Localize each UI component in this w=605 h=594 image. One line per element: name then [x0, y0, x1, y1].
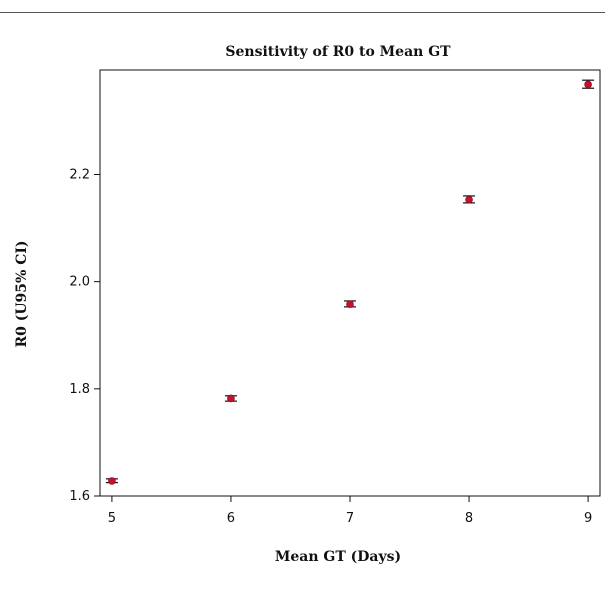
- y-tick-label: 1.8: [69, 382, 90, 397]
- y-tick-label: 1.6: [69, 489, 90, 504]
- x-tick-label: 8: [465, 511, 473, 526]
- data-point: [346, 300, 354, 308]
- chart-title: Sensitivity of R0 to Mean GT: [225, 44, 451, 60]
- data-point-group: [224, 394, 237, 403]
- x-tick-label: 6: [227, 511, 235, 526]
- data-point: [227, 394, 235, 403]
- data-point-group: [344, 300, 356, 308]
- y-tick-label: 2.0: [69, 275, 90, 290]
- data-point: [465, 195, 473, 204]
- top-divider: [0, 12, 605, 13]
- x-axis: 5 6 7 8 9: [108, 496, 592, 526]
- data-point-group: [582, 79, 595, 89]
- data-point-group: [463, 195, 476, 204]
- x-axis-label: Mean GT (Days): [275, 549, 401, 565]
- y-tick-label: 2.2: [69, 167, 90, 182]
- data-point: [108, 477, 116, 485]
- x-tick-label: 5: [108, 511, 116, 526]
- data-point-group: [105, 477, 118, 485]
- plot-frame: [99, 69, 601, 497]
- y-axis-label: R0 (U95% CI): [14, 240, 30, 347]
- y-axis: 1.6 1.8 2.0 2.2: [69, 167, 100, 504]
- data-point: [584, 80, 592, 89]
- x-tick-label: 9: [584, 511, 592, 526]
- x-tick-label: 7: [346, 511, 354, 526]
- data-series: [105, 79, 595, 485]
